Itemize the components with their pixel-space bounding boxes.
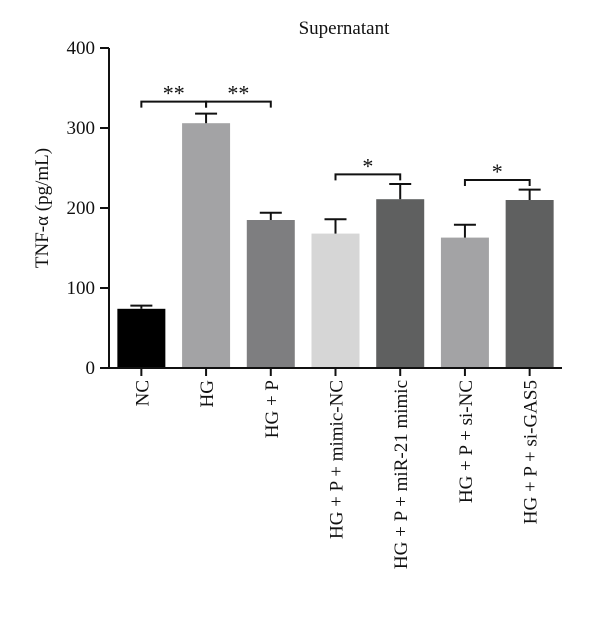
error-bars-group	[130, 112, 541, 309]
y-ticks-group: 0 100 200 300 400	[67, 38, 109, 379]
category-label-5: HG + P + si-NC	[456, 380, 477, 503]
y-tick-label-300: 300	[67, 118, 96, 139]
category-label-6: HG + P + si-GAS5	[521, 380, 542, 524]
bar-1	[182, 123, 231, 368]
category-label-1: HG	[197, 380, 218, 408]
y-tick-label-400: 400	[67, 38, 96, 59]
significance-label-3: *	[492, 159, 503, 184]
bar-3	[311, 233, 360, 368]
significance-bracket-3	[463, 179, 531, 186]
bar-4	[376, 199, 425, 368]
chart-title: Supernatant	[299, 18, 390, 39]
category-label-0: NC	[132, 380, 153, 406]
category-label-2: HG + P	[262, 380, 283, 438]
significance-label-0: **	[163, 81, 185, 106]
y-tick-label-0: 0	[86, 358, 96, 379]
significance-bracket-2	[334, 173, 402, 181]
y-axis-label: TNF-α (pg/mL)	[32, 148, 53, 268]
category-label-4: HG + P + miR-21 mimic	[391, 380, 412, 569]
category-label-3: HG + P + mimic-NC	[327, 380, 348, 539]
bars-group	[117, 123, 554, 368]
significance-label-1: **	[227, 81, 249, 106]
bar-2	[246, 220, 295, 368]
y-tick-label-100: 100	[67, 278, 96, 299]
significance-label-2: *	[362, 153, 373, 178]
bar-6	[505, 200, 554, 368]
bar-0	[117, 308, 166, 368]
x-labels-group: NC HG HG + P HG + P + mimic-NC HG + P + miR-…	[132, 368, 542, 569]
significance-group: ** *** *	[140, 81, 531, 186]
y-tick-label-200: 200	[67, 198, 96, 219]
significance-bracket-1	[205, 100, 272, 108]
bar-5	[440, 237, 489, 368]
